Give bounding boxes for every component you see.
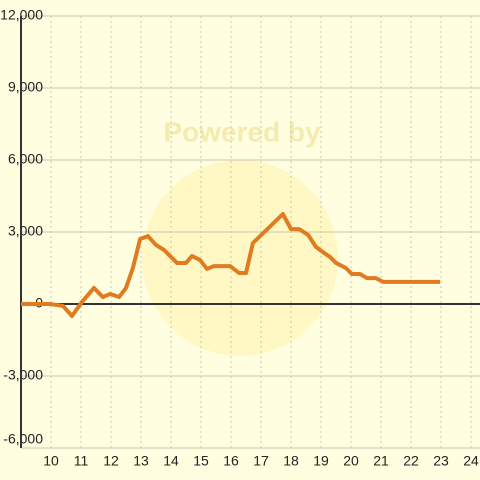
x-tick-label: 17 xyxy=(253,453,269,469)
x-tick-label: 11 xyxy=(74,453,89,469)
y-tick-label: 3,000 xyxy=(8,223,43,239)
watermark: Powered by xyxy=(163,116,321,147)
x-tick-label: 21 xyxy=(373,453,389,469)
y-tick-label: 9,000 xyxy=(8,79,43,95)
y-tick-label: -6,000 xyxy=(3,431,43,447)
watermark-logo xyxy=(142,160,338,356)
x-tick-label: 16 xyxy=(223,453,239,469)
y-tick-label: 6,000 xyxy=(8,151,43,167)
x-tick-label: 10 xyxy=(43,453,59,469)
y-tick-label: -3,000 xyxy=(3,367,43,383)
x-tick-label: 18 xyxy=(283,453,299,469)
x-tick-label: 20 xyxy=(343,453,359,469)
x-tick-label: 24 xyxy=(463,453,479,469)
x-tick-label: 13 xyxy=(133,453,149,469)
x-tick-label: 19 xyxy=(313,453,329,469)
x-tick-label: 22 xyxy=(403,453,419,469)
x-tick-label: 12 xyxy=(103,453,119,469)
x-tick-label: 14 xyxy=(163,453,179,469)
data-line xyxy=(21,212,441,318)
x-tick-label: 23 xyxy=(433,453,449,469)
y-tick-label: 12,000 xyxy=(0,7,43,23)
x-tick-label: 15 xyxy=(193,453,209,469)
